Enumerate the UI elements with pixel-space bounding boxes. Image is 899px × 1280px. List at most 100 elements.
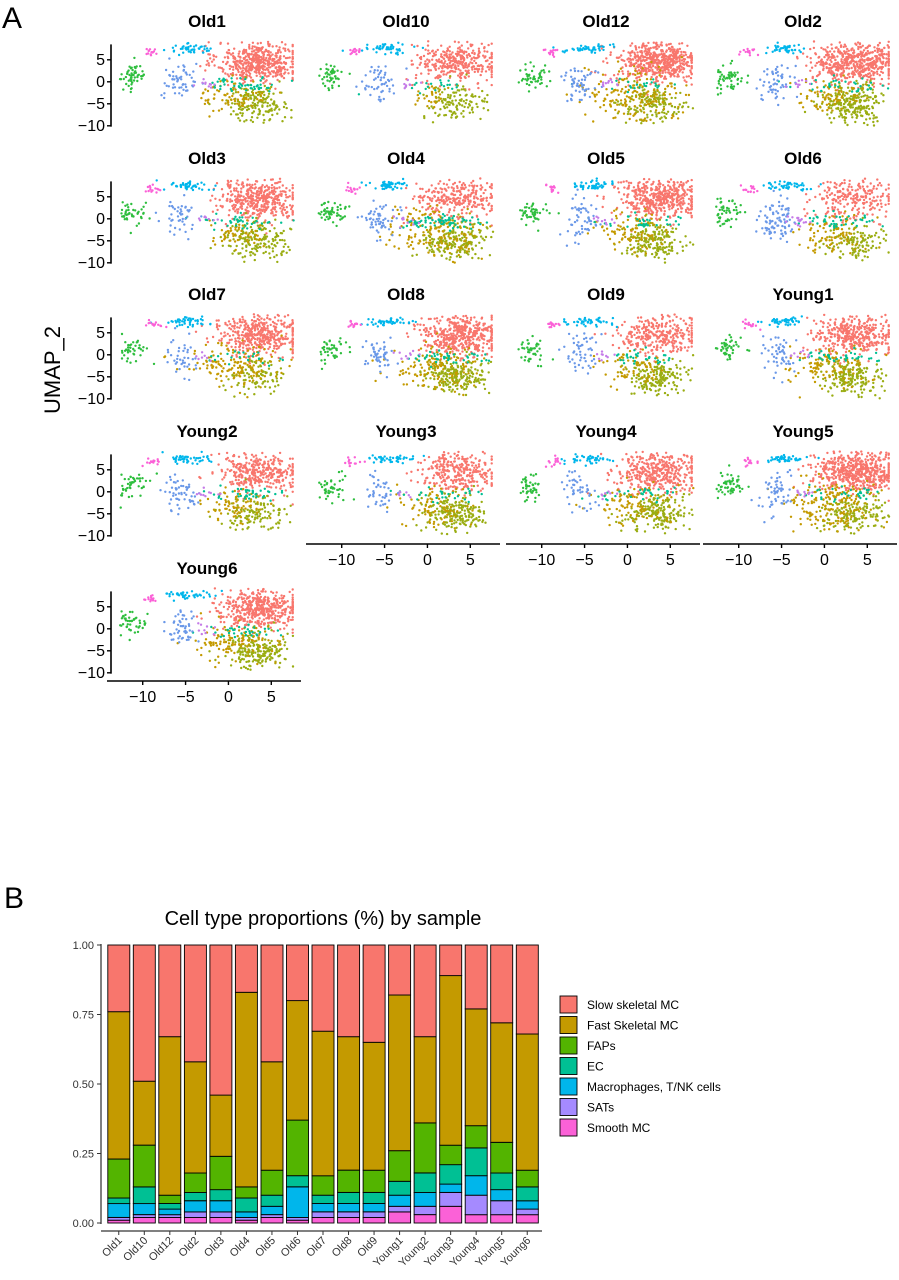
umap-point-olive — [251, 101, 254, 105]
umap-point-slow-skeletal-mc — [854, 60, 857, 64]
umap-point-sats-blue — [173, 233, 176, 236]
umap-point-sats-blue — [165, 84, 168, 88]
umap-point-ec — [233, 217, 236, 220]
umap-point-slow-skeletal-mc — [887, 54, 890, 58]
umap-point-sats-blue — [382, 76, 386, 79]
umap-point-slow-skeletal-mc — [268, 44, 271, 48]
umap-point-olive — [469, 100, 472, 103]
umap-point-slow-skeletal-mc — [280, 75, 283, 78]
umap-point-olive — [221, 244, 224, 247]
umap-point-slow-skeletal-mc — [651, 64, 655, 68]
umap-point-slow-skeletal-mc — [291, 57, 294, 60]
umap-point-slow-skeletal-mc — [274, 71, 277, 75]
umap-point-olive — [673, 105, 677, 109]
umap-point-ec — [834, 79, 838, 82]
umap-point-slow-skeletal-mc — [271, 64, 274, 68]
umap-point-sats-blue — [182, 64, 185, 67]
umap-point-slow-skeletal-mc — [847, 67, 851, 70]
umap-point-slow-skeletal-mc — [267, 71, 270, 74]
umap-point-smooth-mc — [549, 50, 553, 54]
umap-point-sats-blue — [176, 78, 180, 81]
umap-point-olive — [674, 96, 677, 100]
umap-point-sats-blue — [168, 230, 172, 233]
umap-point-fast-skeletal-mc — [617, 110, 620, 113]
umap-point-olive — [687, 105, 690, 109]
umap-point-fast-skeletal-mc — [824, 97, 827, 101]
umap-point-fast-skeletal-mc — [633, 105, 636, 108]
umap-point-sats-blue — [364, 74, 367, 77]
umap-point-sats-blue — [180, 210, 183, 213]
umap-point-faps — [133, 70, 136, 74]
umap-point-slow-skeletal-mc — [849, 53, 852, 57]
umap-point-ec — [820, 89, 823, 93]
umap-point-olive — [457, 213, 460, 216]
umap-point-slow-skeletal-mc — [456, 186, 459, 190]
umap-point-fast-skeletal-mc — [645, 100, 649, 103]
umap-point-ec — [837, 81, 841, 84]
umap-point-fast-skeletal-mc — [220, 229, 224, 232]
umap-point-slow-skeletal-mc — [460, 187, 463, 191]
umap-point-fast-skeletal-mc — [634, 69, 637, 72]
umap-point-olive — [238, 119, 242, 122]
umap-point-ec — [652, 78, 655, 81]
umap-point-sats-blue — [563, 79, 566, 82]
umap-point-olive — [274, 245, 277, 248]
umap-point-slow-skeletal-mc — [835, 73, 839, 76]
umap-point-slow-skeletal-mc — [442, 62, 445, 66]
umap-point-smooth-mc — [144, 190, 147, 193]
umap-point-slow-skeletal-mc — [275, 187, 279, 190]
umap-point-slow-skeletal-mc — [642, 42, 645, 45]
umap-point-slow-skeletal-mc — [246, 206, 249, 209]
umap-point-slow-skeletal-mc — [481, 68, 484, 71]
umap-point-faps — [129, 87, 133, 91]
umap-point-sats-blue — [573, 77, 576, 80]
umap-point-slow-skeletal-mc — [859, 70, 862, 73]
umap-point-fast-skeletal-mc — [234, 228, 237, 231]
umap-point-slow-skeletal-mc — [430, 184, 433, 187]
umap-point-slow-skeletal-mc — [672, 67, 675, 71]
umap-point-slow-skeletal-mc — [824, 53, 828, 57]
umap-point-slow-skeletal-mc — [431, 197, 434, 200]
umap-point-sats-blue — [171, 206, 175, 209]
umap-point-slow-skeletal-mc — [426, 202, 429, 206]
umap-point-fast-skeletal-mc — [801, 106, 805, 109]
umap-point-olive — [663, 101, 667, 105]
umap-point-faps — [137, 210, 140, 213]
umap-point-slow-skeletal-mc — [885, 57, 888, 60]
umap-point-ec — [814, 78, 817, 82]
umap-point-slow-skeletal-mc — [291, 53, 294, 56]
umap-point-slow-skeletal-mc — [226, 192, 230, 196]
umap-point-ec — [239, 211, 242, 215]
umap-point-sats-blue — [364, 87, 367, 90]
umap-point-olive — [255, 216, 258, 220]
umap-point-olive — [275, 254, 278, 257]
umap-point-fast-skeletal-mc — [634, 73, 637, 77]
umap-point-slow-skeletal-mc — [281, 212, 284, 215]
umap-point-fast-skeletal-mc — [668, 93, 672, 96]
umap-point-slow-skeletal-mc — [252, 55, 255, 59]
umap-point-olive — [480, 247, 483, 250]
umap-point-slow-skeletal-mc — [285, 211, 288, 214]
umap-point-ec — [246, 227, 249, 230]
umap-point-faps — [133, 76, 136, 79]
umap-point-slow-skeletal-mc — [862, 49, 866, 52]
umap-point-slow-skeletal-mc — [476, 64, 479, 68]
umap-point-smooth-mc — [146, 185, 150, 189]
umap-point-slow-skeletal-mc — [453, 193, 457, 197]
umap-point-ec — [673, 83, 676, 86]
umap-point-fast-skeletal-mc — [417, 97, 420, 100]
umap-point-slow-skeletal-mc — [278, 177, 282, 180]
umap-point-fast-skeletal-mc — [213, 93, 216, 96]
umap-point-olive — [624, 121, 628, 124]
umap-point-olive — [868, 117, 872, 120]
umap-point-smooth-mc — [358, 48, 361, 51]
umap-point-slow-skeletal-mc — [240, 202, 243, 205]
umap-point-ec — [886, 87, 890, 90]
umap-point-sats-blue — [405, 67, 408, 70]
umap-point-macrophages — [781, 46, 785, 50]
umap-point-sats-blue — [776, 90, 779, 93]
umap-y-tick-label: −5 — [87, 233, 105, 250]
umap-point-slow-skeletal-mc — [257, 69, 261, 72]
umap-point-slow-skeletal-mc — [226, 52, 230, 55]
umap-point-slow-skeletal-mc — [281, 190, 284, 193]
